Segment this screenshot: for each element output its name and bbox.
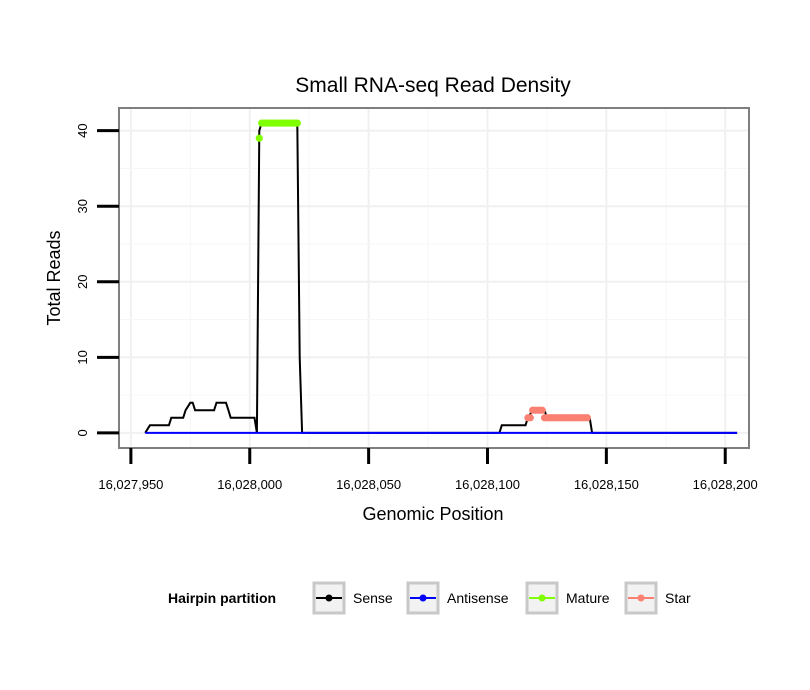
legend-key-marker	[325, 594, 333, 602]
star-point	[526, 414, 534, 422]
x-axis: 16,027,950 16,028,000 16,028,050 16,028,100…	[98, 448, 758, 492]
legend-label: Antisense	[447, 590, 509, 606]
legend-item-sense: Sense	[312, 581, 393, 615]
y-axis-title: Total Reads	[44, 230, 64, 325]
x-tick-label: 16,028,050	[336, 477, 401, 492]
legend-key-marker	[637, 594, 645, 602]
y-tick-label: 40	[75, 123, 90, 137]
series-layer	[144, 119, 738, 434]
star-point	[538, 406, 546, 414]
series-mature	[255, 119, 301, 142]
legend-item-star: Star	[624, 581, 691, 615]
legend-key-marker	[538, 594, 546, 602]
plot-background	[119, 108, 749, 448]
y-tick-label: 20	[75, 275, 90, 289]
mature-point	[293, 119, 301, 127]
star-point	[583, 414, 591, 422]
y-tick-label: 10	[75, 350, 90, 364]
y-tick-label: 0	[75, 429, 90, 436]
x-tick-label: 16,028,200	[693, 477, 758, 492]
x-tick-label: 16,028,100	[455, 477, 520, 492]
legend-item-mature: Mature	[525, 581, 610, 615]
x-tick-label: 16,028,000	[217, 477, 282, 492]
x-tick-label: 16,027,950	[98, 477, 163, 492]
legend-label: Sense	[353, 590, 393, 606]
x-tick-label: 16,028,150	[574, 477, 639, 492]
series-star	[524, 406, 591, 422]
plot-frame	[118, 107, 750, 449]
legend-key-marker	[419, 594, 427, 602]
plot-panel	[119, 108, 749, 448]
legend-label: Mature	[566, 590, 610, 606]
y-axis: 0 10 20 30 40	[75, 123, 119, 437]
legend-title: Hairpin partition	[168, 590, 276, 606]
legend-item-antisense: Antisense	[406, 581, 509, 615]
chart-title: Small RNA-seq Read Density	[295, 74, 571, 97]
plot-border	[118, 107, 750, 449]
legend: Hairpin partition Sense Antisense Mature St…	[168, 581, 691, 615]
mature-point	[255, 134, 263, 142]
x-axis-title: Genomic Position	[362, 504, 503, 524]
y-tick-label: 30	[75, 199, 90, 213]
legend-label: Star	[665, 590, 691, 606]
